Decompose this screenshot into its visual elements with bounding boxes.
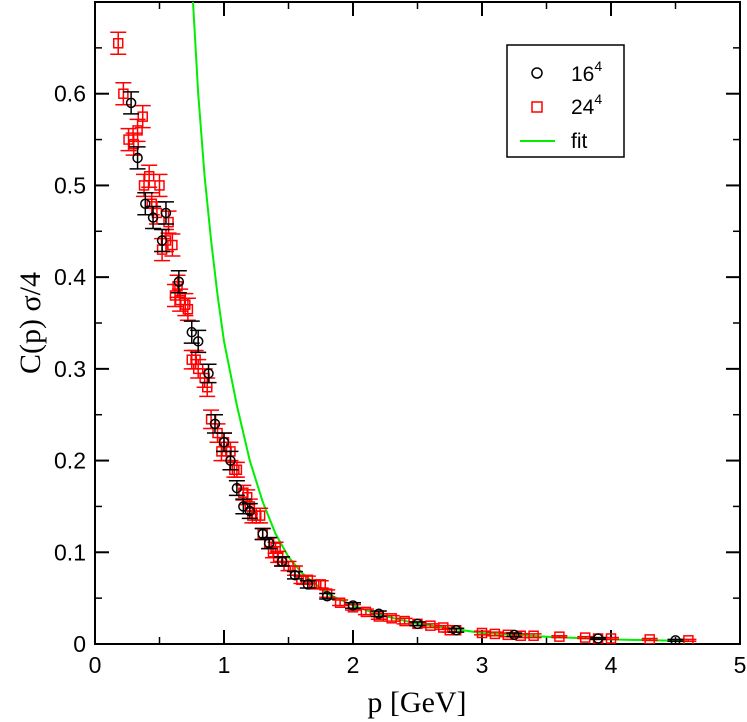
series-16-point — [132, 152, 143, 164]
series-24-point — [444, 624, 455, 636]
y-tick-label: 0.3 — [54, 356, 86, 382]
legend-marker-16 — [531, 67, 543, 79]
series-24-point — [334, 597, 346, 608]
series-24-point — [683, 635, 694, 644]
series-16-point — [231, 482, 243, 494]
x-tick-label: 1 — [218, 652, 231, 678]
legend-label-fit: fit — [571, 130, 588, 153]
series-24-point — [172, 281, 183, 292]
y-tick-label: 0.1 — [54, 539, 86, 565]
series-24-point — [128, 138, 139, 150]
series-16-point — [218, 436, 230, 448]
x-axis-title: p [GeV] — [367, 686, 466, 719]
series-24-point — [309, 579, 320, 590]
series-24-point — [515, 630, 526, 641]
series-24-point — [315, 579, 326, 590]
series-16-point — [321, 591, 333, 602]
series-16-point — [373, 608, 385, 619]
x-tick-label: 4 — [605, 652, 618, 678]
series-24-point — [579, 632, 591, 643]
x-tick-label: 5 — [734, 652, 747, 678]
series-24-point — [605, 633, 617, 644]
series-16-point — [450, 624, 462, 636]
series-16-point — [125, 97, 137, 109]
series-16-point — [156, 235, 168, 246]
series-16-point — [140, 198, 151, 210]
series-16-point — [147, 212, 159, 223]
series-16-point — [160, 207, 172, 219]
y-tick-label: 0.2 — [54, 448, 86, 474]
series-16-point — [192, 336, 204, 347]
series-16-point — [186, 326, 197, 338]
series-16-point — [173, 276, 185, 287]
series-16-point — [276, 556, 288, 567]
series-16-point — [244, 505, 256, 517]
series-24-point — [137, 111, 148, 122]
series-16-point — [263, 537, 275, 549]
series-24-point — [644, 634, 655, 644]
series-24-point — [528, 630, 539, 641]
series-16-point — [209, 418, 221, 430]
series-24-point — [112, 38, 124, 49]
series-24-point — [386, 613, 397, 624]
series-16-point — [670, 635, 681, 644]
x-tick-label: 0 — [89, 652, 102, 678]
data-layer — [110, 2, 697, 644]
series-16-point — [592, 633, 604, 644]
legend-label-16: 164 — [571, 58, 602, 86]
y-tick-label: 0.4 — [54, 264, 86, 290]
legend-marker-24 — [531, 101, 543, 113]
series-24-point — [254, 510, 266, 521]
series-24-point — [554, 631, 565, 642]
series-16-point — [302, 579, 314, 590]
series-16-point — [203, 368, 214, 379]
series-24-point — [360, 606, 372, 618]
series-24-point — [118, 88, 129, 99]
series-16-point — [347, 600, 359, 611]
series-24-point — [502, 629, 514, 641]
y-tick-label: 0 — [73, 631, 86, 657]
x-tick-label: 2 — [347, 652, 360, 678]
legend-box — [506, 44, 625, 158]
series-24-point — [182, 303, 194, 315]
series-16-point — [412, 618, 423, 630]
series-16-point — [257, 528, 268, 540]
series-24-point — [425, 620, 436, 631]
series-24-point — [163, 216, 174, 228]
y-tick-label: 0.5 — [54, 172, 86, 198]
series-24-point — [154, 180, 165, 191]
series-24-point — [476, 627, 488, 639]
axis-ticks: 0 1 2 3 4 5 0 0.1 0.2 0.3 0.4 0.5 0.6 — [54, 2, 746, 678]
y-axis-title: C(p) σ/4 — [14, 272, 47, 374]
series-16-point — [289, 569, 301, 581]
series-24-point — [399, 615, 410, 627]
series-16-point — [225, 455, 236, 466]
series-24-point — [489, 628, 501, 640]
x-tick-label: 3 — [476, 652, 489, 678]
y-tick-label: 0.6 — [54, 81, 86, 107]
series-16-point — [509, 629, 520, 641]
legend-label-24: 244 — [571, 91, 602, 119]
plot-area — [94, 1, 741, 645]
legend: 164 244 fit — [506, 44, 625, 158]
series-24-point — [143, 171, 155, 182]
series-24-point — [167, 239, 178, 251]
series-24-point — [132, 125, 143, 136]
